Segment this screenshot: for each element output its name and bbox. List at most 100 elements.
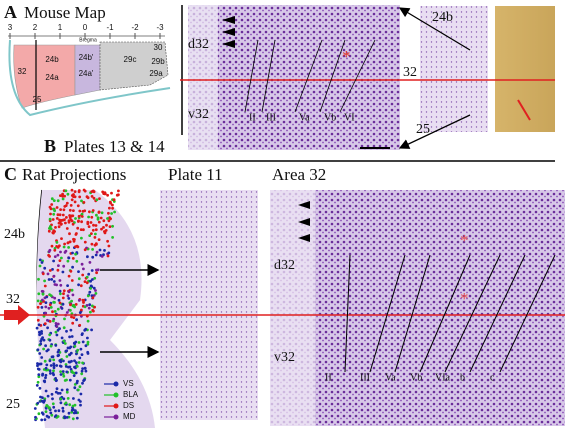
projection-dot bbox=[55, 325, 59, 328]
projection-dot bbox=[89, 287, 92, 290]
projection-dot bbox=[109, 217, 112, 221]
projection-dot bbox=[93, 236, 97, 239]
projection-dot bbox=[79, 392, 83, 396]
projection-dot bbox=[61, 197, 65, 201]
projection-dot bbox=[109, 201, 112, 205]
projection-dot bbox=[72, 193, 75, 196]
arrowhead bbox=[298, 218, 310, 226]
projection-dot bbox=[60, 237, 63, 241]
layer-label: II bbox=[325, 372, 332, 383]
projection-dot bbox=[66, 397, 70, 400]
projection-dot bbox=[58, 218, 61, 222]
projection-dot bbox=[52, 231, 55, 235]
projection-dot bbox=[82, 267, 85, 271]
projection-dot bbox=[55, 378, 58, 382]
projection-dot bbox=[94, 232, 97, 236]
legend-label: VS bbox=[123, 379, 134, 388]
projection-dot bbox=[100, 211, 104, 215]
projection-dot bbox=[56, 268, 60, 272]
projection-dot bbox=[75, 381, 79, 385]
projection-dot bbox=[56, 307, 60, 311]
projection-dot bbox=[49, 227, 53, 231]
projection-dot bbox=[95, 213, 98, 217]
legend-label: BLA bbox=[123, 390, 139, 399]
projection-dot bbox=[47, 415, 51, 419]
projection-dot bbox=[69, 303, 72, 307]
projection-dot bbox=[94, 292, 98, 295]
projection-dot bbox=[102, 219, 106, 223]
projection-dot bbox=[87, 215, 90, 219]
projection-dot bbox=[71, 251, 74, 255]
projection-dot bbox=[49, 411, 53, 415]
arrowhead bbox=[222, 16, 235, 24]
projection-dot bbox=[74, 245, 77, 249]
projection-dot bbox=[48, 217, 52, 221]
projection-dot bbox=[36, 299, 40, 303]
projection-dot bbox=[64, 221, 67, 225]
projection-dot bbox=[88, 261, 92, 264]
projection-dot bbox=[98, 248, 102, 252]
layer-label: Va bbox=[385, 372, 396, 383]
projection-dot bbox=[55, 387, 59, 391]
projection-dot bbox=[66, 294, 70, 298]
projection-dot bbox=[106, 239, 109, 243]
projection-dot bbox=[43, 279, 46, 283]
projection-dot bbox=[68, 208, 72, 212]
projection-dot bbox=[81, 367, 84, 370]
projection-dot bbox=[68, 365, 72, 369]
projection-dot bbox=[103, 230, 107, 234]
projection-dot bbox=[48, 269, 52, 272]
layer-boundary bbox=[419, 254, 471, 373]
projection-dot bbox=[64, 189, 68, 193]
projection-dot bbox=[55, 217, 59, 220]
projection-dot bbox=[44, 344, 47, 348]
projection-dot bbox=[33, 407, 37, 410]
projection-dot bbox=[37, 292, 41, 296]
projection-dot bbox=[76, 226, 80, 230]
projection-dot bbox=[107, 244, 111, 248]
projection-dot bbox=[53, 209, 56, 213]
projection-dot bbox=[49, 344, 53, 348]
projection-dot bbox=[59, 292, 62, 296]
projection-dot bbox=[47, 250, 51, 254]
projection-dot bbox=[80, 236, 83, 240]
projection-dot bbox=[67, 274, 71, 278]
projection-dot bbox=[58, 279, 62, 282]
projection-dot bbox=[65, 378, 68, 382]
projection-dot bbox=[84, 344, 88, 348]
projection-dot bbox=[44, 305, 48, 309]
region-label: 24b bbox=[45, 55, 59, 64]
projection-dot bbox=[95, 271, 98, 275]
panel-title: Plate 11 bbox=[168, 165, 223, 184]
projection-dot bbox=[43, 266, 47, 270]
projection-dot bbox=[68, 216, 72, 220]
projection-dot bbox=[95, 250, 99, 254]
projection-dot bbox=[46, 394, 50, 398]
projection-dot bbox=[91, 209, 95, 212]
projection-dot bbox=[36, 362, 39, 365]
projection-dot bbox=[54, 409, 57, 413]
projection-dot bbox=[81, 361, 84, 365]
projection-dot bbox=[88, 210, 91, 214]
projection-dot bbox=[68, 403, 72, 407]
projection-dot bbox=[67, 297, 71, 300]
projection-dot bbox=[111, 236, 114, 239]
projection-dot bbox=[103, 249, 106, 252]
projection-dot bbox=[34, 415, 37, 419]
projection-dot bbox=[87, 306, 91, 310]
projection-dot bbox=[90, 232, 93, 236]
projection-dot bbox=[66, 259, 70, 263]
projection-dot bbox=[53, 310, 57, 313]
projection-dot bbox=[73, 344, 77, 348]
projection-dot bbox=[91, 296, 95, 300]
projection-dot bbox=[107, 251, 111, 255]
projection-dot bbox=[71, 214, 75, 218]
projection-dot bbox=[65, 216, 68, 219]
projection-dot bbox=[110, 212, 113, 215]
projection-dot bbox=[50, 355, 54, 359]
projection-dot bbox=[83, 240, 87, 244]
projection-dot bbox=[77, 270, 80, 273]
layer-label: Va bbox=[299, 112, 310, 123]
projection-dot bbox=[69, 328, 73, 332]
projection-dot bbox=[49, 364, 53, 367]
